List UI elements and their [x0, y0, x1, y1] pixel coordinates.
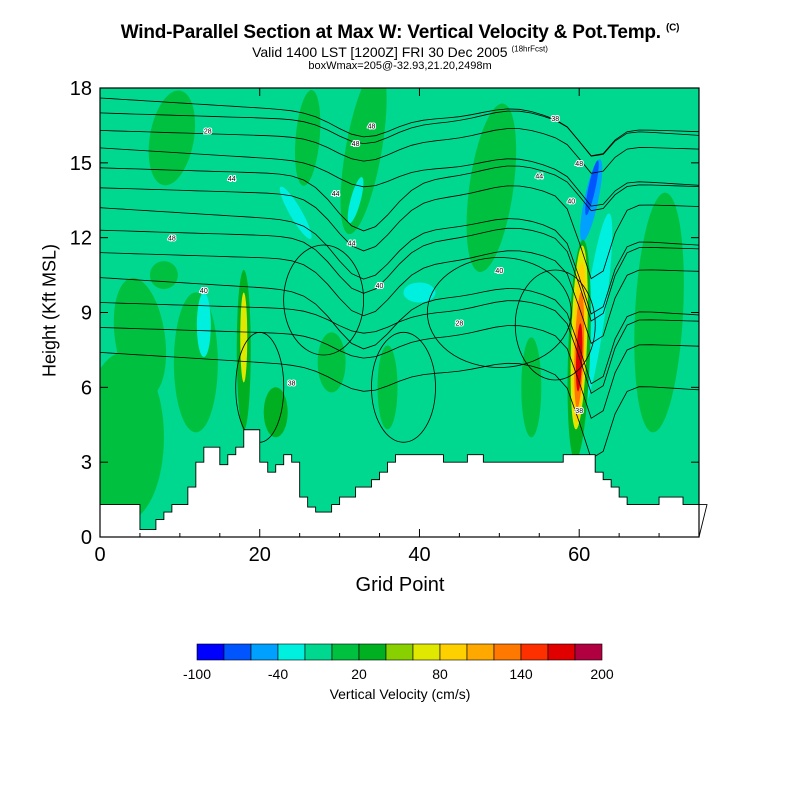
- field-blob: [403, 282, 436, 303]
- contour-line: [100, 165, 699, 232]
- contour-line: [100, 227, 699, 322]
- colorbar-swatch: [331, 643, 360, 661]
- contour-label: 38: [575, 408, 583, 415]
- contour-label: 40: [376, 283, 384, 290]
- contour-line: [100, 250, 699, 345]
- contour-line: [100, 110, 699, 157]
- field-blob: [240, 292, 248, 383]
- field-blob: [196, 292, 211, 357]
- colorbar-swatch: [493, 643, 522, 661]
- colorbar-tick-label: -40: [268, 666, 288, 682]
- contour-line: [100, 277, 699, 385]
- field-blob: [521, 337, 542, 438]
- contour-label: 48: [575, 161, 583, 168]
- contour-labels: 48 28 38 48 44 44 48 40 44 44 48 40 40 40 28 38 38: [167, 115, 584, 416]
- x-tick-label: 60: [568, 544, 590, 566]
- x-tick-label: 40: [408, 544, 430, 566]
- contour-line: [100, 147, 699, 207]
- contour-label: 28: [204, 128, 212, 135]
- colorbar-tick-label: 80: [432, 666, 448, 682]
- contour-label: 44: [535, 173, 543, 180]
- terrain-surface: [99, 429, 708, 538]
- contour-label: 48: [368, 123, 376, 130]
- colorbar-tick-label: 20: [351, 666, 367, 682]
- colorbar-swatch: [439, 643, 468, 661]
- contour-line: [283, 244, 365, 356]
- chart-subtitle-2: boxWmax=205@-32.93,21.20,2498m: [308, 60, 492, 72]
- colorbar-swatch: [466, 643, 495, 661]
- contour-line: [100, 97, 699, 157]
- contour-line: [371, 331, 436, 443]
- x-tick-label: 20: [249, 544, 271, 566]
- contour-line: [100, 300, 699, 394]
- y-tick-label: 9: [81, 303, 92, 325]
- contour-line: [426, 257, 572, 368]
- theta-contours: [100, 97, 699, 460]
- contour-label: 44: [332, 191, 340, 198]
- colorbar-swatch: [358, 643, 387, 661]
- y-tick-label: 3: [81, 452, 92, 474]
- colorbar-swatch: [304, 643, 333, 661]
- colorbar-swatch: [547, 643, 576, 661]
- x-tick-label: 0: [94, 544, 105, 566]
- field-blob: [466, 103, 517, 273]
- contour-line: [100, 352, 699, 460]
- chart-title: Wind-Parallel Section at Max W: Vertical…: [120, 22, 680, 43]
- y-tick-label: 6: [81, 377, 92, 399]
- colorbar-label: Vertical Velocity (cm/s): [329, 686, 471, 702]
- field-blob: [149, 261, 178, 290]
- colorbar-swatch: [277, 643, 306, 661]
- field-blob: [294, 90, 321, 186]
- field-blob: [340, 88, 387, 235]
- colorbar-swatch: [196, 643, 225, 661]
- contour-line: [100, 325, 699, 419]
- field-blob: [113, 277, 167, 397]
- field-blob: [173, 292, 218, 433]
- colorbar-swatch: [520, 643, 549, 661]
- x-axis-label: Grid Point: [355, 574, 445, 596]
- contour-label: 44: [228, 176, 236, 183]
- contour-line: [100, 185, 699, 280]
- y-tick-label: 0: [81, 527, 92, 549]
- colorbar-swatch: [574, 643, 603, 661]
- contour-label: 28: [456, 320, 464, 327]
- chart-subtitle: Valid 1400 LST [1200Z] FRI 30 Dec 2005 (…: [252, 44, 548, 60]
- contour-label: 40: [567, 198, 575, 205]
- contour-label: 40: [200, 288, 208, 295]
- field-blob: [585, 160, 599, 216]
- field-blob: [317, 332, 346, 393]
- y-axis-label: Height (Kft MSL): [39, 243, 60, 378]
- contour-label: 40: [495, 268, 503, 275]
- terrain: [99, 429, 708, 538]
- y-tick-label: 15: [70, 153, 92, 175]
- field-blob: [347, 177, 364, 224]
- contour-label: 44: [348, 241, 356, 248]
- contour-line: [514, 269, 596, 381]
- y-tick-label: 12: [70, 228, 92, 250]
- contour-line: [100, 207, 699, 315]
- colorbar-swatch: [250, 643, 279, 661]
- colorbar-swatch: [412, 643, 441, 661]
- field-blob: [263, 387, 288, 438]
- contour-line: [100, 128, 699, 174]
- colorbar-swatch: [223, 643, 252, 661]
- field-blob: [148, 90, 196, 186]
- colorbar-tick-label: -100: [183, 666, 211, 682]
- contour-label: 38: [288, 380, 296, 387]
- contour-label: 48: [168, 236, 176, 243]
- contour-label: 48: [352, 141, 360, 148]
- colorbar-tick-label: 140: [509, 666, 533, 682]
- contour-label: 38: [551, 116, 559, 123]
- axes: 0 20 40 60 0 3 6 9 12 15 18: [70, 78, 699, 566]
- colorbar-swatch: [385, 643, 414, 661]
- colorbar: -100 -40 20 80 140 200: [183, 643, 614, 682]
- field-blob: [377, 345, 398, 430]
- colorbar-tick-label: 200: [590, 666, 614, 682]
- y-tick-label: 18: [70, 78, 92, 100]
